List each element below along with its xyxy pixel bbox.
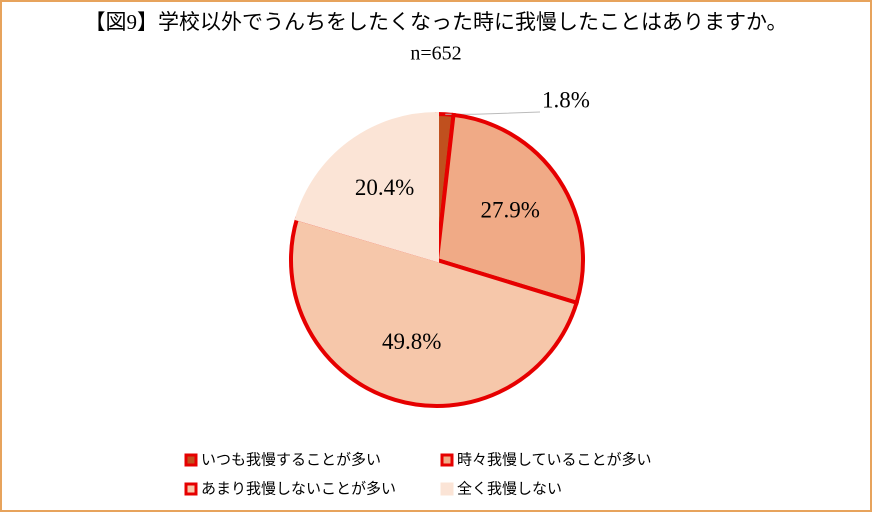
legend-swatch: [184, 453, 198, 467]
pie-slice: [289, 216, 580, 408]
legend-swatch: [184, 482, 198, 496]
value-label: 1.8%: [542, 87, 590, 112]
value-label: 20.4%: [355, 175, 414, 200]
legend-swatch: [440, 482, 454, 496]
legend-swatch: [440, 453, 454, 467]
chart-title: 【図9】学校以外でうんちをしたくなった時に我慢したことはありますか。: [84, 10, 787, 34]
pie-slice: [434, 112, 585, 306]
legend-label: いつも我慢することが多い: [201, 451, 381, 469]
legend-label: 時々我慢していることが多い: [457, 451, 652, 469]
chart-subtitle: n=652: [410, 43, 461, 65]
value-label: 27.9%: [481, 197, 540, 222]
pie-slice: [294, 111, 439, 263]
legend-label: 全く我慢しない: [457, 480, 562, 498]
value-label: 49.8%: [382, 329, 441, 354]
legend-label: あまり我慢しないことが多い: [201, 480, 396, 498]
